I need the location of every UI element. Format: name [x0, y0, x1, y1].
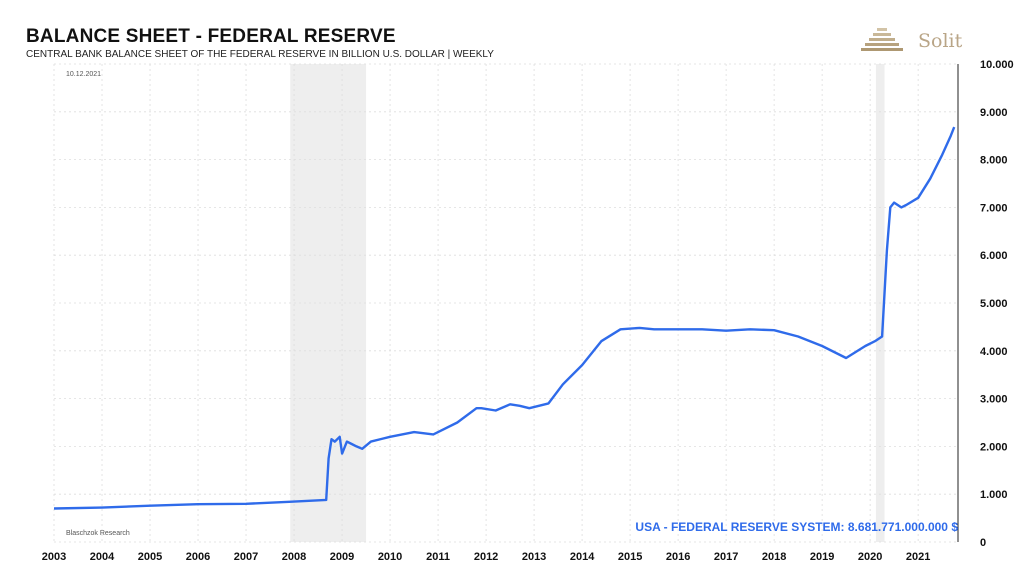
y-axis: 0 1.000 2.000 3.000 4.000 5.000 6.000 7.000 8.00…	[980, 59, 1014, 549]
x-tick-label: 2010	[378, 551, 402, 563]
y-tick-label: 8.000	[980, 155, 1008, 167]
x-tick-label: 2015	[618, 551, 642, 563]
y-tick-label: 2.000	[980, 441, 1008, 453]
y-tick-label: 0	[980, 537, 986, 549]
pyramid-logo-icon	[861, 28, 903, 51]
x-tick-label: 2018	[762, 551, 786, 563]
x-tick-label: 2017	[714, 551, 738, 563]
y-tick-label: 4.000	[980, 346, 1008, 358]
x-axis: 2003 2004 2005 2006 2007 2008 2009 2010 2011 2012…	[42, 64, 959, 563]
grid-lines	[53, 63, 958, 543]
y-tick-label: 6.000	[980, 250, 1008, 262]
source-label: Blaschzok Research	[66, 530, 130, 537]
x-tick-label: 2011	[426, 551, 450, 563]
logo-text: Solit	[918, 30, 963, 52]
value-annotation: USA - FEDERAL RESERVE SYSTEM: 8.681.771.…	[635, 520, 958, 534]
y-tick-label: 3.000	[980, 394, 1008, 406]
solit-logo: Solit	[856, 24, 976, 60]
x-tick-label: 2021	[906, 551, 930, 563]
x-tick-label: 2009	[330, 551, 354, 563]
x-tick-label: 2008	[282, 551, 306, 563]
x-tick-label: 2014	[570, 551, 595, 563]
x-tick-label: 2012	[474, 551, 498, 563]
y-tick-label: 9.000	[980, 107, 1008, 119]
chart-title: BALANCE SHEET - FEDERAL RESERVE	[26, 26, 396, 47]
x-tick-label: 2007	[234, 551, 258, 563]
x-tick-label: 2019	[810, 551, 834, 563]
x-tick-label: 2004	[90, 551, 115, 563]
y-tick-label: 1.000	[980, 489, 1008, 501]
date-label: 10.12.2021	[66, 71, 101, 78]
x-tick-label: 2013	[522, 551, 546, 563]
x-tick-label: 2005	[138, 551, 162, 563]
x-tick-label: 2003	[42, 551, 66, 563]
x-tick-label: 2016	[666, 551, 690, 563]
series-group	[53, 126, 956, 510]
x-tick-label: 2006	[186, 551, 210, 563]
y-tick-label: 7.000	[980, 202, 1008, 214]
chart-subtitle: CENTRAL BANK BALANCE SHEET OF THE FEDERA…	[26, 49, 494, 60]
y-tick-label: 5.000	[980, 298, 1008, 310]
x-tick-label: 2020	[858, 551, 882, 563]
series-line	[53, 126, 956, 510]
y-tick-label: 10.000	[980, 59, 1014, 71]
